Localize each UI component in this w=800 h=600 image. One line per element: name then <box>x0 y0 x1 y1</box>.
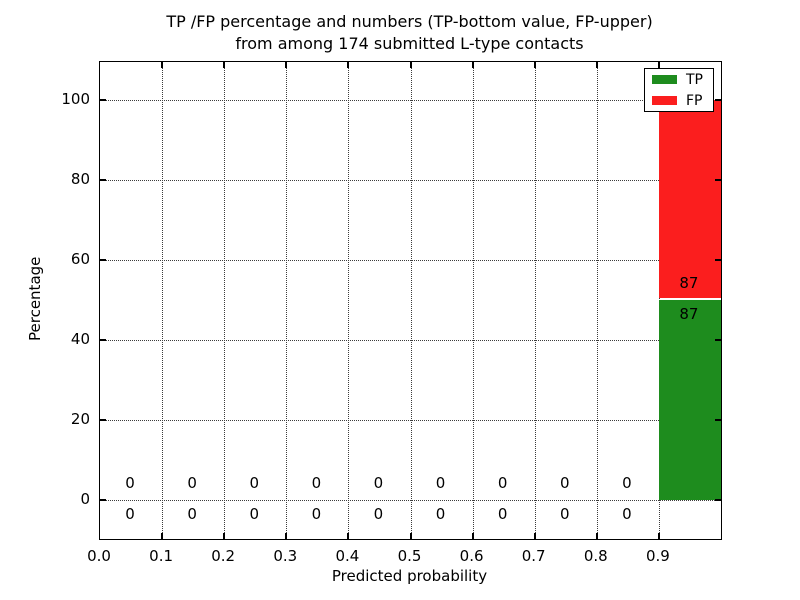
x-tick-label: 0.3 <box>273 547 298 565</box>
count-label-tp: 0 <box>622 505 632 523</box>
v-gridline <box>348 62 350 539</box>
y-tick <box>715 179 721 181</box>
y-tick-label: 0 <box>80 490 90 508</box>
fp-color-swatch <box>652 96 677 105</box>
count-label-fp: 0 <box>373 474 384 492</box>
count-label-tp: 0 <box>249 505 260 523</box>
count-label-fp: 0 <box>559 474 570 492</box>
x-tick-label: 0.8 <box>583 547 608 565</box>
chart-title-line1: TP /FP percentage and numbers (TP-bottom… <box>166 12 653 31</box>
x-tick-label: 0.6 <box>459 547 484 565</box>
x-tick <box>347 62 350 68</box>
x-tick <box>533 533 536 539</box>
count-label-tp: 0 <box>497 505 508 523</box>
legend-item-label: TP <box>686 71 703 88</box>
y-tick-label: 40 <box>70 330 90 348</box>
count-label-fp: 0 <box>249 474 260 492</box>
count-label-fp: 0 <box>622 474 632 492</box>
y-tick <box>715 419 721 421</box>
count-label-tp: 0 <box>187 505 197 523</box>
y-tick <box>100 179 106 181</box>
v-gridline <box>534 62 536 539</box>
count-label-tp: 87 <box>679 305 699 323</box>
y-tick <box>715 339 721 341</box>
x-tick-label: 0.0 <box>87 547 111 565</box>
chart-title-line2: from among 174 submitted L-type contacts <box>235 34 584 53</box>
legend-item-label: FP <box>686 92 703 109</box>
v-gridline <box>472 62 474 539</box>
v-gridline <box>224 62 226 539</box>
bar-tp <box>658 300 721 500</box>
legend-item: TP <box>645 69 713 90</box>
x-tick <box>161 533 164 539</box>
plot-area <box>99 61 722 540</box>
v-gridline <box>596 62 598 539</box>
x-tick <box>533 62 536 68</box>
chart-title: TP /FP percentage and numbers (TP-bottom… <box>99 11 720 55</box>
count-label-fp: 0 <box>187 474 197 492</box>
v-gridline <box>162 62 164 539</box>
x-tick <box>409 533 412 539</box>
legend: TP FP <box>644 68 714 112</box>
count-label-tp: 0 <box>559 505 570 523</box>
count-label-tp: 0 <box>435 505 446 523</box>
x-tick-label: 0.4 <box>335 547 360 565</box>
x-tick <box>595 62 598 68</box>
y-tick <box>100 259 106 261</box>
y-tick <box>715 499 721 501</box>
count-label-fp: 0 <box>435 474 446 492</box>
count-label-tp: 0 <box>311 505 322 523</box>
x-tick-label: 0.5 <box>397 547 422 565</box>
x-tick-label: 0.9 <box>645 547 670 565</box>
v-gridline <box>410 62 412 539</box>
x-tick <box>657 62 660 68</box>
y-tick <box>100 99 106 101</box>
count-label-fp: 0 <box>497 474 508 492</box>
y-tick <box>100 339 106 341</box>
x-tick <box>657 533 660 539</box>
x-tick <box>595 533 598 539</box>
tp-color-swatch <box>652 75 677 84</box>
x-tick <box>161 62 164 68</box>
count-label-tp: 0 <box>125 505 135 523</box>
x-tick-label: 0.2 <box>211 547 236 565</box>
y-tick-label: 60 <box>70 250 90 268</box>
x-tick <box>471 533 474 539</box>
v-gridline <box>286 62 288 539</box>
count-label-tp: 0 <box>373 505 384 523</box>
count-label-fp: 0 <box>125 474 135 492</box>
y-tick <box>715 259 721 261</box>
y-tick-label: 80 <box>70 170 90 188</box>
y-tick <box>100 499 106 501</box>
count-label-fp: 0 <box>311 474 322 492</box>
x-tick <box>285 62 288 68</box>
y-axis-label: Percentage <box>26 256 44 342</box>
x-tick-label: 0.1 <box>149 547 174 565</box>
x-tick <box>347 533 350 539</box>
y-tick-label: 20 <box>70 410 90 428</box>
x-axis-label: Predicted probability <box>331 567 488 585</box>
bar-fp <box>658 100 721 298</box>
x-tick <box>409 62 412 68</box>
x-tick <box>223 533 226 539</box>
x-tick <box>471 62 474 68</box>
x-tick <box>285 533 288 539</box>
x-tick <box>223 62 226 68</box>
y-tick <box>715 99 721 101</box>
y-tick-label: 100 <box>61 90 90 108</box>
x-tick-label: 0.7 <box>521 547 546 565</box>
count-label-fp: 87 <box>679 274 699 292</box>
y-tick <box>100 419 106 421</box>
legend-item: FP <box>645 90 713 111</box>
